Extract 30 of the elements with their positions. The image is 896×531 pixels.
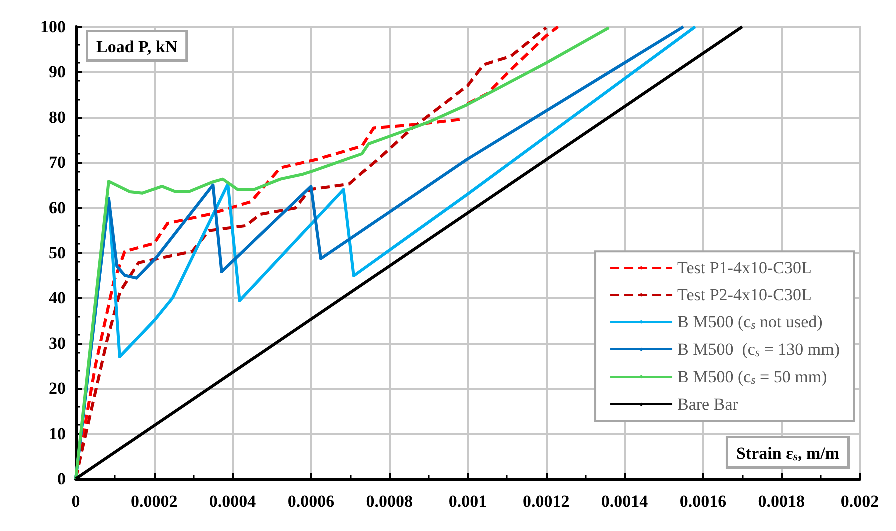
y-tick-label: 90 [49, 62, 66, 82]
y-axis-title: Load P, kN [96, 38, 178, 56]
x-tick-label: 0.002 [840, 492, 880, 511]
y-tick-label: 10 [49, 424, 66, 444]
x-axis-title: Strain εs, m/m [736, 444, 840, 464]
y-tick-label: 80 [49, 108, 66, 127]
y-tick-label: 40 [49, 288, 66, 308]
legend-label: B M500 (cs = 50 mm) [678, 368, 828, 387]
legend-label: B M500 (cs = 130 mm) [678, 340, 840, 360]
x-tick-label: 0.0006 [288, 492, 335, 511]
x-tick-label: 0.0002 [131, 492, 178, 511]
x-tick-label: 0 [72, 492, 80, 511]
x-tick-label: 0.0018 [758, 492, 805, 511]
x-tick-label: 0.0012 [523, 492, 570, 511]
x-tick-label: 0.0004 [209, 492, 257, 511]
y-tick-label: 100 [40, 18, 66, 36]
legend-label: B M500 (cs not used) [678, 312, 823, 332]
y-tick-label: 0 [58, 470, 66, 488]
legend-label: Bare Bar [678, 395, 739, 414]
x-tick-label: 0.0014 [601, 492, 649, 511]
y-tick-label: 60 [49, 198, 66, 218]
y-tick-label: 30 [49, 334, 66, 353]
x-tick-label: 0.0016 [680, 492, 727, 511]
y-tick-label: 70 [49, 153, 66, 172]
legend-label: Test P2-4x10-C30L [678, 286, 812, 305]
y-tick-label: 50 [49, 244, 66, 262]
y-tick-label: 20 [49, 379, 66, 398]
x-tick-label: 0.001 [448, 492, 488, 511]
legend-label: Test P1-4x10-C30L [678, 258, 812, 278]
x-tick-label: 0.0008 [366, 492, 413, 511]
